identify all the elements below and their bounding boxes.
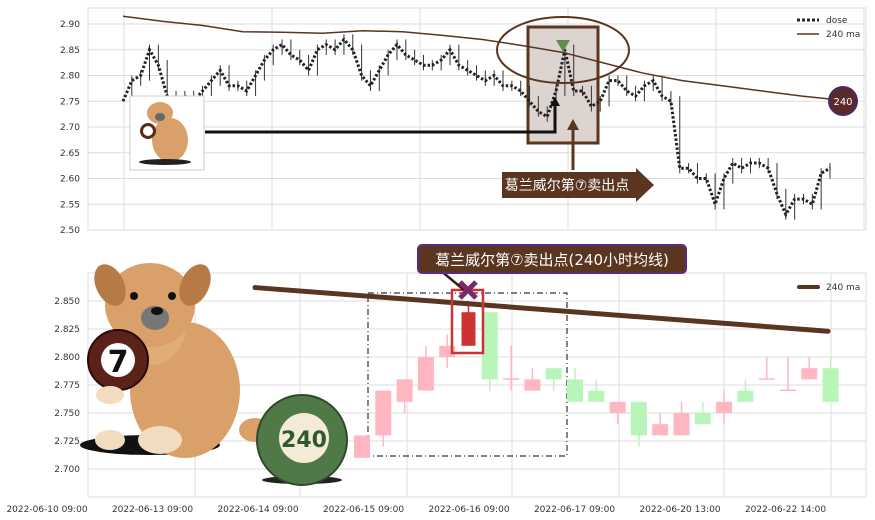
- top-y-tick-label: 2.65: [60, 149, 80, 159]
- top-y-tick-label: 2.80: [60, 72, 80, 82]
- bottom-y-tick-label: 2.800: [54, 353, 80, 363]
- candle: [524, 379, 541, 391]
- ball-240-illustration: 240: [256, 394, 348, 486]
- bottom-y-tick-label: 2.775: [54, 381, 80, 391]
- dashdot-highlight-box: [367, 292, 568, 457]
- x-marker-stroke-2: [458, 280, 478, 300]
- dog-snout: [155, 113, 165, 121]
- dog-eye-left: [130, 292, 138, 300]
- highlight-ellipse: [496, 16, 630, 84]
- candle: [545, 368, 562, 380]
- dog-shadow: [139, 159, 191, 165]
- candle: [694, 413, 711, 425]
- sell-triangle-marker: [556, 40, 570, 52]
- candle: [609, 401, 626, 413]
- bottom-y-tick-label: 2.825: [54, 325, 80, 335]
- connector-arrowhead: [550, 97, 560, 106]
- candle: [801, 368, 818, 380]
- bottom-y-tick-label: 2.750: [54, 409, 80, 419]
- top-y-tick-label: 2.50: [60, 226, 80, 236]
- ball-7-number: 7: [108, 345, 129, 380]
- legend-label-ma: 240 ma: [826, 30, 860, 40]
- dog-eye-right: [168, 292, 176, 300]
- x-tick-label: 2022-06-13 09:00: [112, 505, 193, 515]
- legend-label-close: dose: [826, 16, 848, 26]
- candle: [780, 389, 796, 391]
- sell-label-text-bottom: 葛兰威尔第⑦卖出点(240小时均线): [435, 251, 669, 269]
- dog-nose: [151, 307, 163, 315]
- x-tick-label: 2022-06-15 09:00: [323, 505, 404, 515]
- x-tick-label: 2022-06-22 14:00: [745, 505, 826, 515]
- ma-240-series-line: [122, 15, 843, 101]
- top-y-tick-label: 2.75: [60, 97, 80, 107]
- bottom-legend: 240 ma: [797, 283, 860, 293]
- x-tick-label: 2022-06-10 09:00: [6, 505, 87, 515]
- ma-badge: [828, 86, 858, 116]
- ma-badge-text: 240: [833, 97, 852, 108]
- sell-x-marker: [458, 280, 478, 300]
- top-legend: dose 240 ma: [797, 16, 860, 40]
- top-plot-area: [87, 7, 867, 231]
- x-tick-label: 2022-06-14 09:00: [217, 505, 298, 515]
- candle: [439, 345, 456, 357]
- dog-ear-right: [179, 264, 211, 306]
- candle: [375, 390, 392, 436]
- legend-label-ma-bottom: 240 ma: [826, 283, 860, 293]
- sell-label-arrow: [502, 168, 654, 202]
- top-y-tick-label: 2.70: [60, 123, 80, 133]
- top-y-tick-label: 2.55: [60, 200, 80, 210]
- candle: [630, 401, 647, 436]
- dog-paw-holding: [96, 386, 124, 404]
- ball-240-number: 240: [281, 428, 327, 453]
- x-tick-label: 2022-06-16 09:00: [428, 505, 509, 515]
- top-panel: 2.50 2.55 2.60 2.65 2.70 2.75 2.80 2.85 2.90 葛兰威…: [60, 7, 867, 236]
- ball-7-face: [101, 343, 135, 377]
- candle: [822, 368, 839, 402]
- candle-sell-signal: [461, 312, 476, 346]
- candle: [716, 401, 733, 413]
- candle: [588, 390, 605, 402]
- candle: [503, 378, 520, 380]
- candle: [417, 357, 434, 391]
- dog-ear-left: [94, 264, 126, 306]
- candle: [737, 390, 754, 402]
- dog-thumbnail: [129, 95, 205, 171]
- dog-head-large: [105, 263, 195, 347]
- ma-line-240: [252, 285, 831, 334]
- candle: [481, 312, 498, 380]
- x-tick-label: 2022-06-17 09:00: [534, 505, 615, 515]
- dog-body: [152, 118, 188, 162]
- top-y-tick-label: 2.60: [60, 175, 80, 185]
- bottom-y-tick-label: 2.850: [54, 297, 80, 307]
- sell-label-box: [417, 244, 687, 274]
- candle: [652, 424, 669, 436]
- pointer-arrowhead: [567, 119, 579, 130]
- candle: [354, 435, 370, 458]
- connector-line: [205, 104, 557, 134]
- ball-240-face: [279, 413, 329, 463]
- top-y-tick-label: 2.85: [60, 46, 80, 56]
- candle: [673, 413, 690, 436]
- candle: [758, 378, 775, 380]
- sell-label-text: 葛兰威尔第⑦卖出点: [505, 177, 630, 194]
- candle: [567, 379, 583, 402]
- candle: [396, 379, 413, 402]
- bottom-y-tick-label: 2.725: [54, 437, 80, 447]
- x-tick-label: 2022-06-20 13:00: [639, 505, 720, 515]
- ball-7-small-face: [143, 126, 153, 136]
- dog-paw-front: [95, 430, 125, 450]
- top-y-tick-label: 2.90: [60, 20, 80, 30]
- bottom-panel: 2.700 2.725 2.750 2.775 2.800 2.825 2.850 2022…: [6, 244, 867, 515]
- bottom-y-tick-label: 2.700: [54, 465, 80, 475]
- dog-paw-back: [138, 426, 182, 454]
